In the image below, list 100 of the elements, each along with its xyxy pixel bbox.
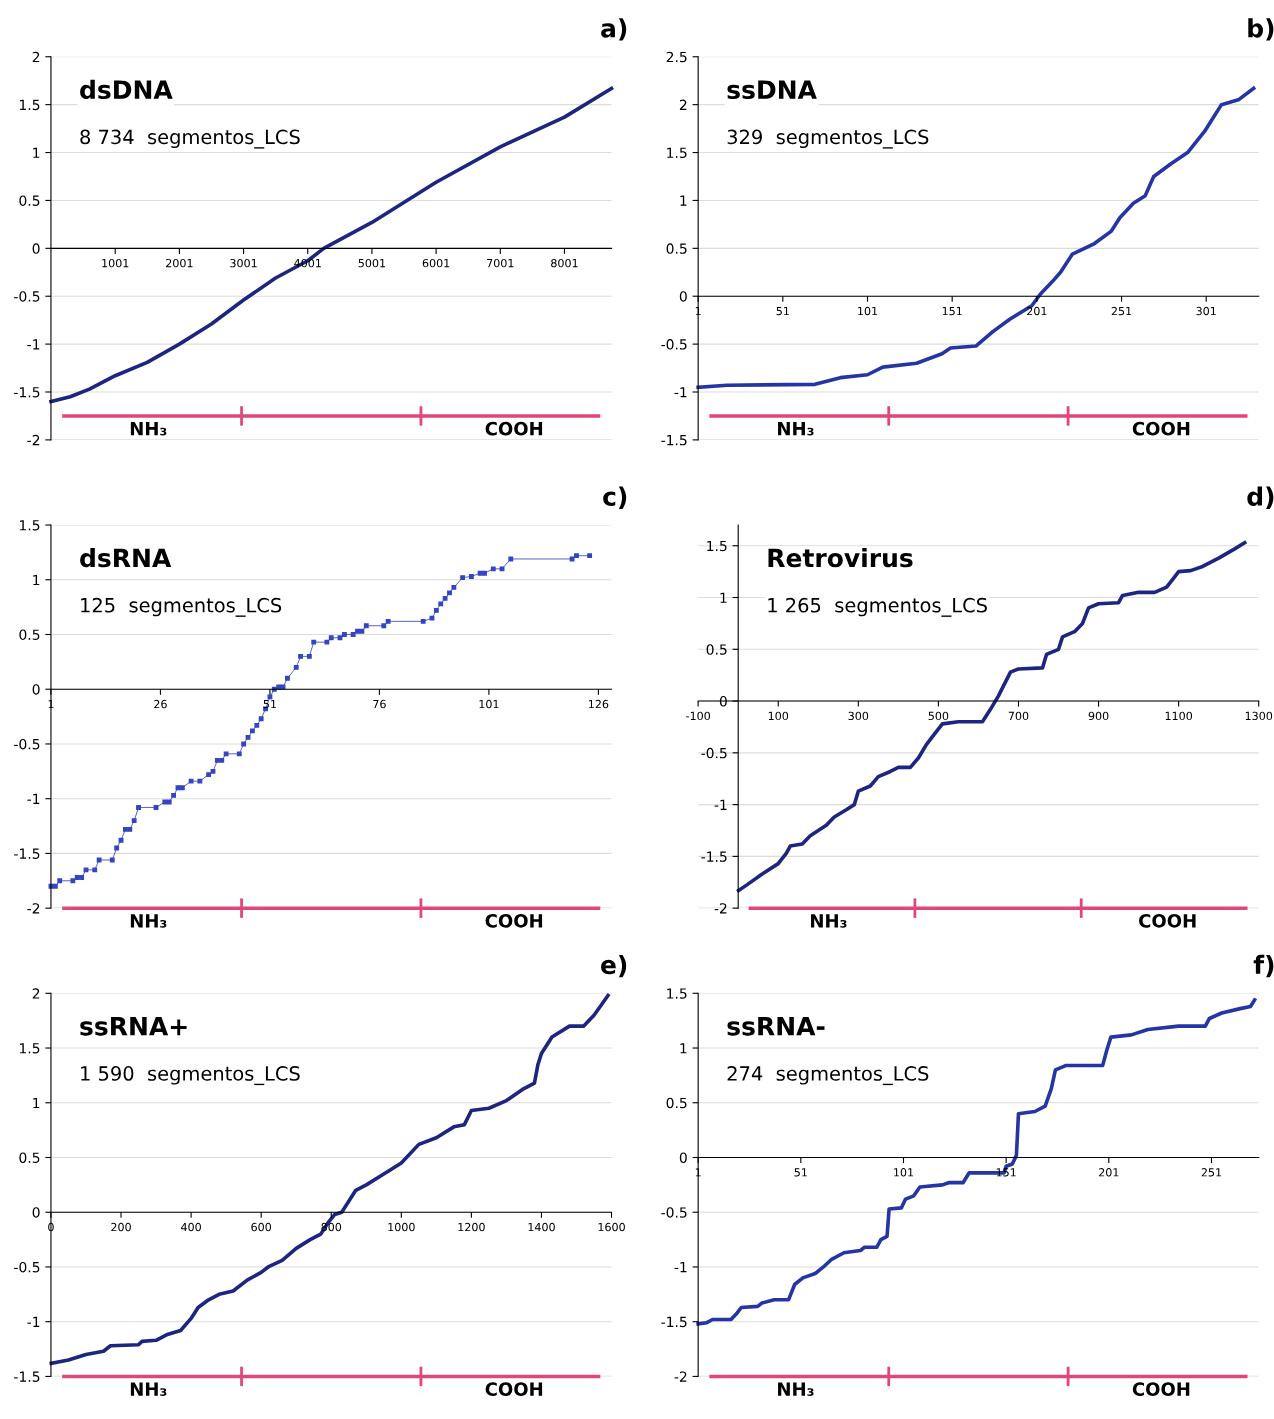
x-tick-label: 151 [942, 306, 962, 316]
text: COOH [1132, 1382, 1190, 1396]
annotation: 8 734 segmentos_LCS [80, 129, 300, 149]
x-tick-label: 51 [263, 699, 276, 709]
x-tick-label: 1100 [1165, 711, 1193, 721]
y-tick-label: -1 [674, 1262, 687, 1273]
annotation: 1 265 segmentos_LCS [768, 597, 987, 617]
annotation: 274 segmentos_LCS [727, 1066, 929, 1086]
y-tick-label: -1.5 [701, 851, 727, 862]
y-tick-label: 0.5 [19, 195, 40, 206]
x-tick-label: 1000 [388, 1222, 415, 1232]
x-tick-label: 126 [589, 699, 609, 709]
text: NH₃ [778, 1382, 814, 1396]
y-tick-label: 1.5 [19, 99, 40, 111]
x-tick-label: 101 [894, 1168, 914, 1177]
y-tick-label: 1.5 [667, 988, 687, 999]
x-tick-label: 600 [251, 1222, 272, 1232]
x-tick-label: 1 [695, 1168, 701, 1177]
text: NH₃ [130, 914, 167, 928]
text: ssDNA [727, 80, 817, 100]
y-tick-label: 2 [32, 988, 40, 999]
text: NH₃ [130, 1382, 167, 1396]
x-tick-label: 400 [181, 1222, 201, 1232]
x-tick-label: 26 [154, 699, 167, 709]
chart-title: f) [1253, 954, 1274, 978]
chart-title: e) [601, 954, 627, 978]
y-tick-label: 0 [679, 291, 687, 302]
line-series [696, 998, 1257, 1326]
x-tick-label: 700 [1008, 711, 1029, 721]
x-tick-label: 51 [794, 1168, 807, 1177]
y-tick-label: 0.5 [666, 243, 687, 254]
y-tick-label: -2 [674, 1371, 687, 1382]
x-tick-label: 2001 [166, 258, 193, 268]
y-tick-label: 1 [720, 592, 727, 603]
annotation: 125 segmentos_LCS [81, 597, 282, 617]
x-tick-label: 7001 [487, 258, 514, 268]
y-tick-label: 0.5 [19, 629, 40, 640]
x-tick-label: 1600 [598, 1222, 625, 1232]
x-tick-label: 76 [373, 699, 386, 709]
x-tick-label: 6001 [422, 258, 450, 268]
x-tick-label: 251 [1111, 306, 1132, 316]
x-tick-label: 201 [1027, 306, 1047, 316]
y-tick-label: -1.5 [661, 1316, 687, 1328]
text: ssRNA- [727, 1017, 825, 1036]
y-tick-label: 1 [680, 195, 687, 206]
y-tick-label: 1 [33, 574, 40, 586]
y-tick-label: -0.5 [661, 339, 687, 350]
x-tick-label: 1001 [102, 258, 129, 268]
y-tick-label: 0.5 [706, 644, 727, 655]
annotation: COOH [485, 421, 543, 436]
y-tick-label: 2 [679, 99, 687, 110]
chart-title: d) [1247, 486, 1274, 509]
y-tick-label: 0.5 [666, 1097, 687, 1109]
chart-title: a) [601, 18, 627, 41]
y-tick-label: -1.5 [14, 1371, 40, 1382]
x-tick-label: 300 [848, 711, 869, 721]
x-tick-label: 51 [776, 306, 789, 316]
y-tick-label: 1.5 [707, 540, 727, 552]
y-tick-label: -1 [27, 1316, 40, 1327]
annotation: NH₃ [778, 422, 814, 436]
text: dsRNA [80, 548, 172, 568]
line-series [736, 540, 1247, 893]
y-tick-label: 1 [680, 1043, 687, 1054]
y-tick-label: -1 [674, 387, 687, 398]
y-tick-label: 0 [32, 684, 40, 695]
y-tick-label: 0 [679, 1152, 687, 1163]
y-tick-label: -0.5 [14, 1261, 40, 1273]
y-tick-label: -1 [27, 339, 40, 350]
x-tick-label: 1300 [1245, 711, 1273, 721]
chart-title: c) [603, 486, 627, 509]
y-tick-label: -1.5 [14, 848, 40, 859]
x-tick-label: 251 [1201, 1168, 1222, 1177]
text: COOH [1139, 914, 1196, 928]
y-tick-label: 2 [32, 51, 40, 63]
y-tick-label: 0 [32, 1207, 40, 1218]
y-tick-label: -1.5 [661, 435, 687, 446]
text: COOH [485, 914, 543, 928]
annotation: NH₃ [130, 422, 167, 436]
y-tick-label: 1.5 [19, 520, 40, 531]
x-tick-label: 100 [768, 711, 789, 721]
x-tick-label: 101 [858, 306, 878, 316]
text: dsDNA [80, 79, 173, 100]
y-tick-label: -1 [27, 793, 40, 804]
text: Retrovirus [768, 548, 913, 568]
y-tick-label: -0.5 [661, 1207, 687, 1218]
y-tick-label: -0.5 [14, 738, 40, 750]
annotation: 329 segmentos_LCS [727, 129, 929, 149]
chart-title: b) [1248, 18, 1274, 41]
y-tick-label: -1 [714, 799, 727, 810]
y-tick-label: 1.5 [667, 147, 687, 159]
text: ssRNA+ [80, 1017, 187, 1036]
y-tick-label: 1 [33, 1097, 40, 1109]
y-tick-label: 0.5 [19, 1152, 40, 1163]
y-tick-label: -0.5 [701, 747, 727, 759]
x-tick-label: -100 [686, 711, 711, 721]
y-tick-label: -2 [27, 434, 40, 446]
x-tick-label: 1400 [528, 1222, 555, 1232]
y-tick-label: -2 [714, 903, 727, 914]
annotation: COOH [1132, 421, 1190, 436]
x-tick-label: 500 [928, 711, 949, 721]
